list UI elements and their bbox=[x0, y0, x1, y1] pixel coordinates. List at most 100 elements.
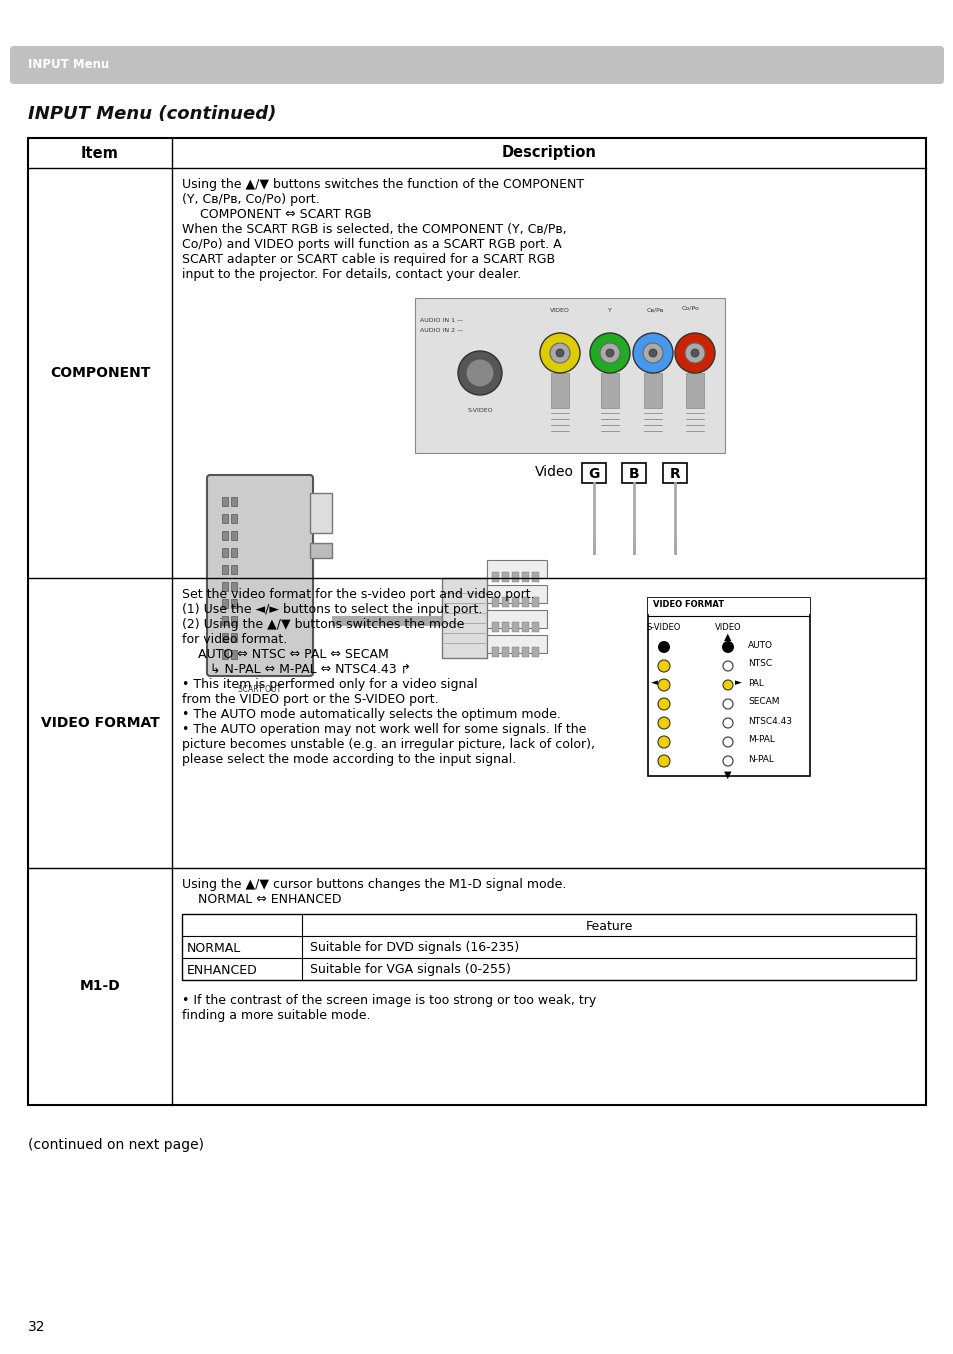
Bar bbox=[512, 621, 518, 632]
Text: Y: Y bbox=[607, 307, 611, 313]
Circle shape bbox=[675, 333, 714, 372]
Text: AUDIO IN 1 —: AUDIO IN 1 — bbox=[419, 318, 463, 324]
Bar bbox=[647, 598, 809, 613]
Text: Description: Description bbox=[501, 145, 596, 161]
Text: • If the contrast of the screen image is too strong or too weak, try: • If the contrast of the screen image is… bbox=[182, 994, 596, 1007]
Text: PAL: PAL bbox=[747, 678, 763, 688]
Bar bbox=[222, 650, 228, 659]
Text: Cʙ/Pʙ: Cʙ/Pʙ bbox=[645, 307, 663, 313]
Bar bbox=[441, 578, 486, 658]
Text: 32: 32 bbox=[28, 1320, 46, 1334]
Circle shape bbox=[465, 359, 494, 387]
Bar bbox=[501, 597, 509, 607]
Bar bbox=[551, 372, 568, 408]
Text: (1) Use the ◄/► buttons to select the input port.: (1) Use the ◄/► buttons to select the in… bbox=[182, 603, 482, 616]
Circle shape bbox=[550, 343, 569, 363]
Text: SCART adapter or SCART cable is required for a SCART RGB: SCART adapter or SCART cable is required… bbox=[182, 253, 555, 265]
Bar bbox=[521, 597, 529, 607]
Text: ▲: ▲ bbox=[723, 632, 731, 642]
Text: • The AUTO mode automatically selects the optimum mode.: • The AUTO mode automatically selects th… bbox=[182, 708, 560, 720]
Circle shape bbox=[556, 349, 563, 357]
Bar bbox=[685, 372, 703, 408]
Text: R: R bbox=[669, 467, 679, 481]
Bar bbox=[231, 598, 236, 608]
Circle shape bbox=[658, 699, 669, 709]
Bar bbox=[222, 616, 228, 626]
Circle shape bbox=[605, 349, 614, 357]
Bar bbox=[222, 497, 228, 506]
Circle shape bbox=[690, 349, 699, 357]
Text: from the VIDEO port or the S-VIDEO port.: from the VIDEO port or the S-VIDEO port. bbox=[182, 693, 438, 705]
Bar bbox=[621, 463, 645, 483]
Text: S-VIDEO: S-VIDEO bbox=[467, 408, 493, 413]
Bar bbox=[231, 531, 236, 540]
Circle shape bbox=[658, 737, 669, 747]
Text: ►: ► bbox=[734, 678, 740, 688]
Bar bbox=[231, 634, 236, 642]
Text: VIDEO FORMAT: VIDEO FORMAT bbox=[652, 600, 723, 609]
Bar bbox=[486, 635, 546, 653]
Bar bbox=[310, 493, 332, 533]
Bar bbox=[647, 598, 809, 776]
Text: Item: Item bbox=[81, 145, 119, 161]
Text: AUTO ⇔ NTSC ⇔ PAL ⇔ SECAM: AUTO ⇔ NTSC ⇔ PAL ⇔ SECAM bbox=[198, 649, 388, 661]
Bar bbox=[532, 597, 538, 607]
Text: G: G bbox=[588, 467, 599, 481]
FancyBboxPatch shape bbox=[10, 46, 943, 84]
Text: • The AUTO operation may not work well for some signals. If the: • The AUTO operation may not work well f… bbox=[182, 723, 586, 737]
Bar bbox=[492, 621, 498, 632]
Text: When the SCART RGB is selected, the COMPONENT (Y, Cʙ/Pʙ,: When the SCART RGB is selected, the COMP… bbox=[182, 223, 566, 236]
Bar bbox=[512, 597, 518, 607]
Text: finding a more suitable mode.: finding a more suitable mode. bbox=[182, 1009, 370, 1022]
Text: (Y, Cʙ/Pʙ, Cᴏ/Pᴏ) port.: (Y, Cʙ/Pʙ, Cᴏ/Pᴏ) port. bbox=[182, 194, 319, 206]
Text: N-PAL: N-PAL bbox=[747, 754, 773, 764]
Text: COMPONENT ⇔ SCART RGB: COMPONENT ⇔ SCART RGB bbox=[200, 209, 372, 221]
Text: NORMAL ⇔ ENHANCED: NORMAL ⇔ ENHANCED bbox=[198, 894, 341, 906]
Text: AUDIO IN 2 —: AUDIO IN 2 — bbox=[419, 328, 463, 333]
Bar bbox=[521, 647, 529, 657]
Text: for video format.: for video format. bbox=[182, 634, 287, 646]
Bar bbox=[486, 611, 546, 628]
Text: INPUT Menu (continued): INPUT Menu (continued) bbox=[28, 106, 276, 123]
Bar bbox=[521, 621, 529, 632]
Bar bbox=[231, 515, 236, 523]
Bar bbox=[231, 616, 236, 626]
Text: NTSC4.43: NTSC4.43 bbox=[747, 716, 791, 726]
Bar bbox=[486, 561, 546, 578]
Bar bbox=[310, 543, 332, 558]
Bar bbox=[231, 565, 236, 574]
Bar bbox=[501, 647, 509, 657]
Text: INPUT Menu: INPUT Menu bbox=[28, 58, 110, 72]
Text: Using the ▲/▼ buttons switches the function of the COMPONENT: Using the ▲/▼ buttons switches the funct… bbox=[182, 177, 583, 191]
Bar bbox=[501, 621, 509, 632]
Circle shape bbox=[722, 680, 732, 691]
Circle shape bbox=[658, 659, 669, 672]
Text: Cᴏ/Pᴏ: Cᴏ/Pᴏ bbox=[681, 306, 700, 311]
Circle shape bbox=[589, 333, 629, 372]
Text: Using the ▲/▼ cursor buttons changes the M1-D signal mode.: Using the ▲/▼ cursor buttons changes the… bbox=[182, 877, 566, 891]
Circle shape bbox=[658, 640, 669, 653]
Text: SCART OUT: SCART OUT bbox=[238, 685, 281, 695]
Text: VIDEO: VIDEO bbox=[714, 623, 740, 632]
Text: M1-D: M1-D bbox=[79, 979, 120, 994]
Circle shape bbox=[642, 343, 662, 363]
Bar bbox=[231, 582, 236, 590]
Bar bbox=[492, 571, 498, 582]
Bar bbox=[222, 515, 228, 523]
Bar bbox=[231, 497, 236, 506]
Circle shape bbox=[684, 343, 704, 363]
Text: VIDEO FORMAT: VIDEO FORMAT bbox=[41, 716, 159, 730]
Text: ↳ N-PAL ⇔ M-PAL ⇔ NTSC4.43 ↱: ↳ N-PAL ⇔ M-PAL ⇔ NTSC4.43 ↱ bbox=[210, 663, 411, 676]
Text: ▼: ▼ bbox=[723, 770, 731, 780]
Bar bbox=[581, 463, 605, 483]
Circle shape bbox=[599, 343, 619, 363]
Circle shape bbox=[658, 756, 669, 766]
Bar bbox=[492, 647, 498, 657]
FancyBboxPatch shape bbox=[207, 475, 313, 676]
Bar bbox=[501, 571, 509, 582]
Text: Feature: Feature bbox=[585, 919, 632, 933]
Text: • This item is performed only for a video signal: • This item is performed only for a vide… bbox=[182, 678, 477, 691]
Bar bbox=[600, 372, 618, 408]
Text: SECAM: SECAM bbox=[747, 697, 779, 707]
Text: Suitable for VGA signals (0-255): Suitable for VGA signals (0-255) bbox=[310, 964, 511, 976]
